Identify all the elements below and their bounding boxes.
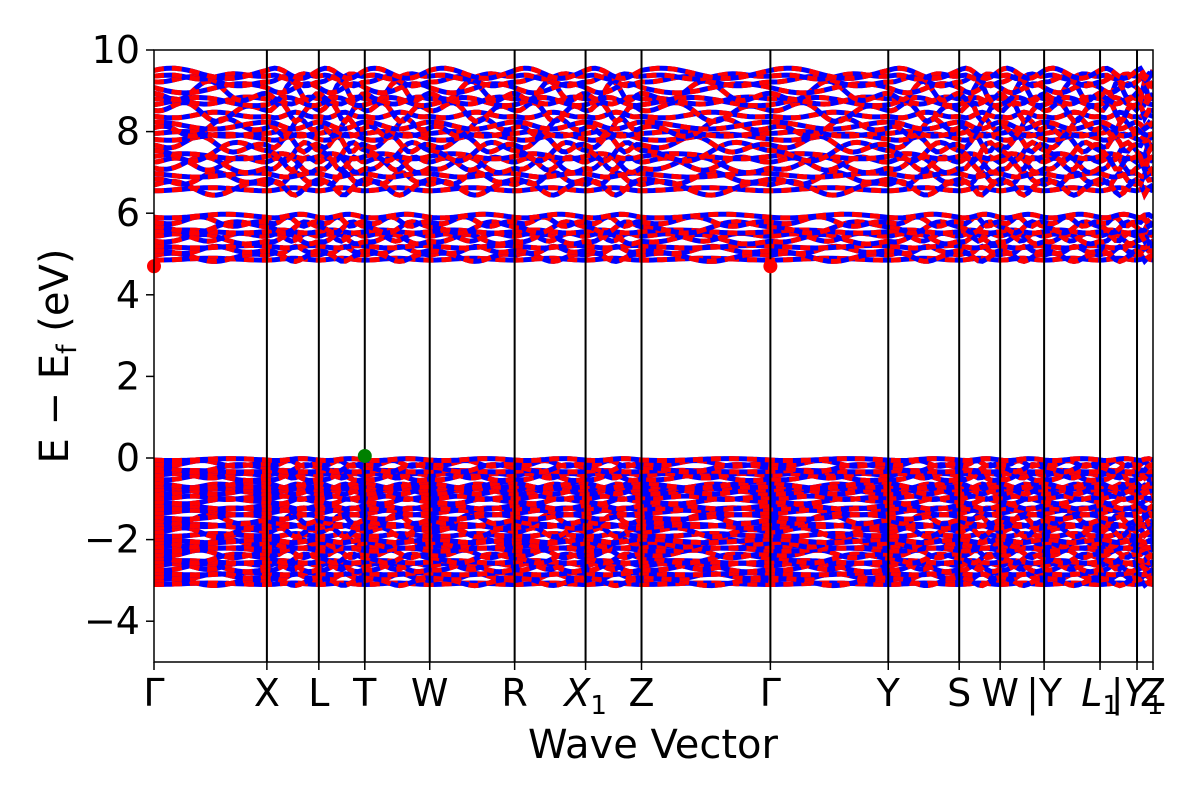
band-line-red (154, 508, 1153, 528)
x-tick-label: Γ (143, 671, 164, 715)
x-tick-label: X1 (562, 671, 607, 721)
x-tick-label: Z (1140, 671, 1166, 715)
band-line-red (154, 558, 1153, 566)
band-line-red (154, 178, 1153, 201)
band-line-red (154, 73, 1153, 90)
x-tick-label: |Y (1026, 671, 1063, 716)
band-line-red (154, 535, 1153, 550)
band-line-red (154, 493, 1153, 503)
band-line-red (154, 230, 1153, 247)
band-line-red (154, 485, 1153, 497)
y-tick-label: −2 (84, 518, 140, 562)
band-line-red (154, 229, 1153, 247)
band-line-red (154, 560, 1153, 575)
band-line-red (154, 560, 1153, 574)
band-line-blue (154, 217, 1153, 236)
band-line-red (154, 65, 1153, 81)
band-line-red (154, 150, 1153, 176)
y-axis-title: E − Ef (eV) (32, 249, 83, 464)
y-tick-label: 0 (116, 436, 140, 480)
band-line-red (154, 128, 1153, 139)
x-tick-label: W (981, 671, 1019, 715)
band-line-red (154, 213, 1153, 231)
extrema-markers (147, 259, 778, 463)
k-point-lines (265, 50, 1139, 662)
x-tick-label: |Y1 (1111, 671, 1164, 721)
band-line-red (154, 467, 1153, 475)
x-tick-label: L1 (1081, 671, 1119, 721)
x-tick-label: L (308, 671, 329, 715)
band-line-red (154, 536, 1153, 546)
band-line-red (154, 227, 1153, 236)
band-line-red (154, 470, 1153, 484)
x-tick-label: T (352, 671, 377, 715)
band-line-red (154, 211, 1153, 221)
y-tick-label: 10 (92, 28, 140, 72)
plot-frame (153, 49, 1154, 663)
y-tick-label: 8 (116, 110, 140, 154)
band-line-red (154, 94, 1153, 109)
band-line-blue (154, 524, 1153, 540)
lower-conduction-bands (154, 211, 1153, 266)
vbm-marker (357, 448, 372, 463)
band-line-red (154, 97, 1153, 126)
x-tick-label: S (947, 671, 971, 715)
band-line-red (154, 168, 1153, 189)
band-line-red (154, 135, 1153, 164)
band-line-red (154, 496, 1153, 507)
band-line-red (154, 456, 1153, 464)
band-line-red (154, 457, 1153, 470)
x-tick-label: R (501, 671, 527, 715)
band-line-red (154, 520, 1153, 530)
cbm-marker (763, 259, 778, 274)
band-line-red (154, 479, 1153, 491)
upper-conduction-bands (154, 65, 1153, 201)
band-line-red (154, 507, 1153, 518)
x-tick-label: Γ (760, 671, 781, 715)
band-line-red (154, 481, 1153, 491)
y-tick-label: 6 (116, 191, 140, 235)
y-tick-label: 4 (116, 273, 140, 317)
band-line-red (154, 543, 1153, 551)
band-line-red (154, 119, 1153, 133)
y-tick-label: −4 (84, 599, 140, 643)
x-tick-label: W (411, 671, 449, 715)
x-axis-title: Wave Vector (528, 722, 779, 768)
x-tick-label: Y (876, 671, 901, 715)
band-line-red (154, 570, 1153, 578)
y-axis-ticks: −4 −2 0 2 4 6 8 10 (84, 28, 154, 643)
band-line-red (154, 170, 1153, 180)
x-tick-label: Z (628, 671, 654, 715)
band-line-red (154, 150, 1153, 162)
band-line-red (154, 242, 1153, 251)
x-tick-label: X (254, 671, 280, 715)
x-axis-ticks: Γ X L T W R X1 Z Γ Y S W |Y L1|Y1Z (143, 662, 1166, 721)
band-line-red (154, 511, 1153, 522)
band-line-red (154, 576, 1153, 589)
band-line-red (154, 132, 1153, 158)
band-line-red (154, 77, 1153, 107)
band-line-red (154, 94, 1153, 108)
band-line-red (154, 547, 1153, 562)
y-tick-label: 2 (116, 354, 140, 398)
band-line-red (154, 70, 1153, 82)
band-line-red (154, 470, 1153, 482)
band-line-red (154, 521, 1153, 531)
band-lines (154, 65, 1153, 589)
band-line-red (154, 485, 1153, 497)
band-line-red (154, 250, 1153, 266)
valence-bands (154, 456, 1153, 589)
